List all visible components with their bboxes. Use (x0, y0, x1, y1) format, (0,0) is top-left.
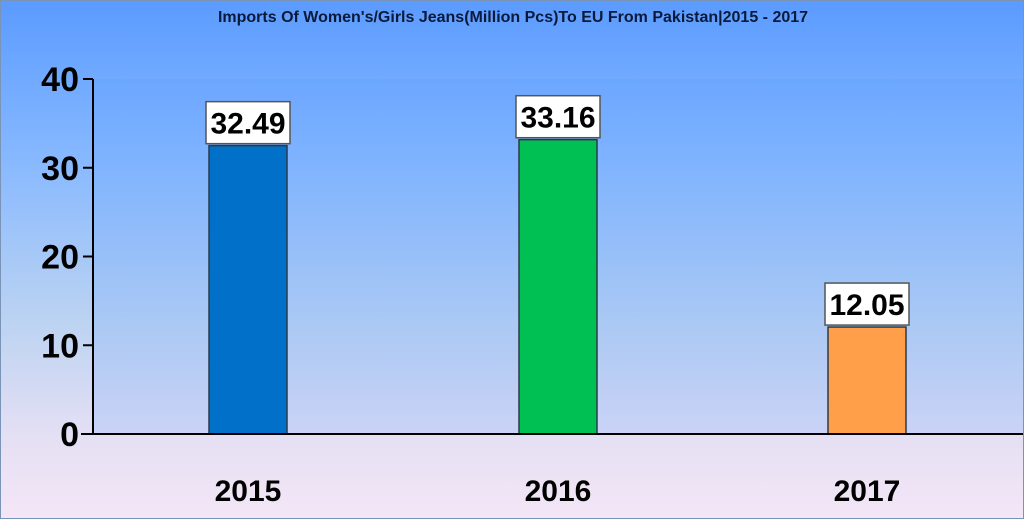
y-tick-label: 40 (41, 61, 79, 99)
y-tick-label: 0 (60, 416, 79, 454)
data-label-box (205, 100, 291, 145)
data-label: 32.49 (210, 108, 285, 141)
x-category-label: 2015 (215, 475, 282, 508)
y-tick-label: 30 (41, 150, 79, 188)
bar-2015 (208, 144, 288, 435)
data-label: 12.05 (829, 289, 904, 322)
y-axis-ticks: 0 10 20 30 40 (41, 61, 93, 454)
y-tick-label: 10 (41, 327, 79, 365)
bar-2017 (827, 326, 907, 435)
bar-2016 (518, 138, 598, 435)
chart-title: Imports Of Women's/Girls Jeans(Million P… (217, 9, 809, 26)
data-label: 33.16 (520, 102, 595, 135)
category-labels: 2015 2016 2017 (215, 475, 901, 508)
data-label-box (515, 94, 601, 139)
x-category-label: 2017 (834, 475, 901, 508)
bars: 32.49 33.16 12.05 (205, 94, 910, 435)
y-tick-label: 20 (41, 239, 79, 277)
data-label-box (824, 282, 910, 326)
x-category-label: 2016 (525, 475, 592, 508)
